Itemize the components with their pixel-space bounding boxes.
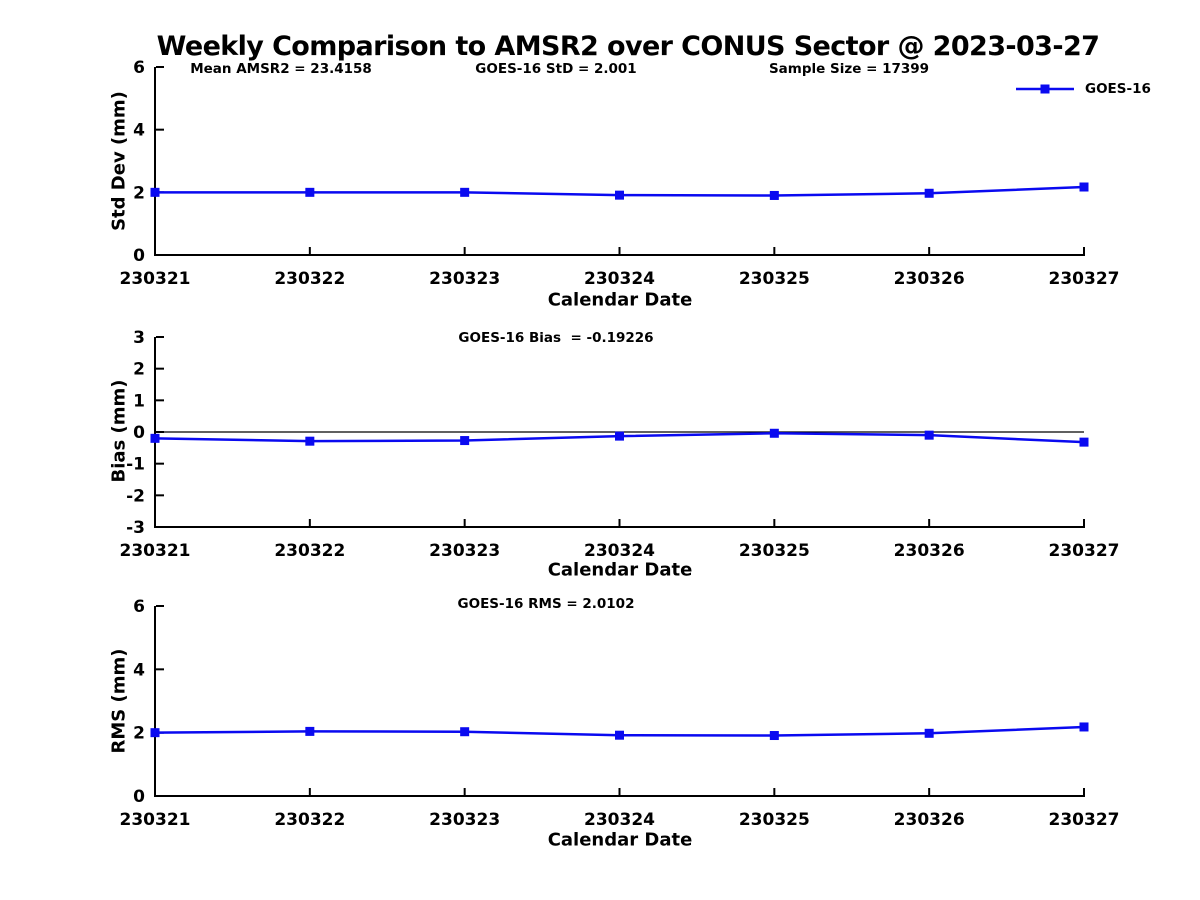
y-axis-label-std-dev: Std Dev (mm) xyxy=(108,91,130,231)
x-tick-label: 230323 xyxy=(429,541,500,561)
x-tick-label: 230321 xyxy=(120,269,191,289)
y-tick-label: -1 xyxy=(126,455,145,475)
data-point-marker xyxy=(1079,182,1089,192)
subplot-std-dev: 0 2 4 6 230321 230322 230323 230324 230325 230326… xyxy=(120,58,1120,289)
legend-label: GOES-16 xyxy=(1085,81,1151,97)
data-point-marker xyxy=(769,731,779,741)
data-point-marker xyxy=(769,428,779,438)
y-tick-label: 6 xyxy=(133,58,145,78)
x-tick-label: 230324 xyxy=(584,810,655,830)
data-point-marker xyxy=(1079,437,1089,447)
x-tick-label: 230326 xyxy=(894,269,965,289)
data-point-marker xyxy=(615,190,624,200)
x-tick-label: 230324 xyxy=(584,269,655,289)
x-tick-label: 230322 xyxy=(274,269,345,289)
x-tick-label: 230327 xyxy=(1049,541,1120,561)
x-tick-label: 230325 xyxy=(739,541,810,561)
y-tick-label: -2 xyxy=(126,486,145,506)
x-tick-label: 230326 xyxy=(894,541,965,561)
y-tick-label: 2 xyxy=(133,724,145,744)
legend-line-marker-icon xyxy=(1016,84,1074,94)
subplot-bias: -3 -2 -1 0 1 2 3 230321 230322 230323 230324 230325… xyxy=(120,328,1120,561)
y-tick-label: 0 xyxy=(133,423,145,443)
data-point-marker xyxy=(615,431,624,441)
data-point-marker xyxy=(460,436,470,446)
stat-goes16-std: GOES-16 StD = 2.001 xyxy=(475,61,637,77)
stat-sample-size: Sample Size = 17399 xyxy=(768,61,930,77)
legend: GOES-16 xyxy=(1016,81,1151,97)
stat-mean-amsr2: Mean AMSR2 = 23.4158 xyxy=(190,61,372,77)
x-axis-label-calendar-date-2: Calendar Date xyxy=(547,559,693,581)
figure-title: Weekly Comparison to AMSR2 over CONUS Se… xyxy=(156,31,1100,62)
data-point-marker xyxy=(305,436,315,446)
y-tick-label: 3 xyxy=(133,328,145,348)
x-tick-label: 230327 xyxy=(1049,269,1120,289)
x-axis-label-calendar-date-3: Calendar Date xyxy=(547,829,693,851)
data-point-marker xyxy=(924,728,934,738)
y-tick-label: 0 xyxy=(133,246,145,266)
data-point-marker xyxy=(924,430,934,440)
y-tick-label: 0 xyxy=(133,787,145,807)
x-tick-label: 230321 xyxy=(120,541,191,561)
y-tick-label: 4 xyxy=(133,121,145,141)
data-point-marker xyxy=(769,190,779,200)
data-point-marker xyxy=(150,187,160,197)
x-tick-label: 230326 xyxy=(894,810,965,830)
data-point-marker xyxy=(1079,722,1089,732)
data-point-marker xyxy=(460,187,470,197)
x-tick-label: 230325 xyxy=(739,810,810,830)
data-point-marker xyxy=(150,433,160,443)
y-tick-label: 1 xyxy=(133,391,145,411)
data-point-marker xyxy=(305,187,315,197)
x-axis-label-calendar-date-1: Calendar Date xyxy=(547,289,693,311)
x-tick-label: 230327 xyxy=(1049,810,1120,830)
data-point-marker xyxy=(615,730,624,740)
y-axis-label-bias: Bias (mm) xyxy=(108,379,130,483)
x-tick-label: 230323 xyxy=(429,810,500,830)
data-point-marker xyxy=(305,726,315,736)
x-tick-label: 230321 xyxy=(120,810,191,830)
y-tick-label: 6 xyxy=(133,597,145,617)
subplot-rms: 0 2 4 6 230321 230322 230323 230324 230325 230326… xyxy=(120,597,1120,830)
y-tick-label: 2 xyxy=(133,360,145,380)
y-axis-label-rms: RMS (mm) xyxy=(108,648,130,754)
x-tick-label: 230324 xyxy=(584,541,655,561)
data-point-marker xyxy=(150,728,160,738)
stat-goes16-bias: GOES-16 Bias = -0.19226 xyxy=(458,330,654,346)
y-tick-label: -3 xyxy=(126,518,145,538)
x-tick-label: 230322 xyxy=(274,810,345,830)
x-tick-label: 230323 xyxy=(429,269,500,289)
data-point-marker xyxy=(460,727,470,737)
y-tick-label: 4 xyxy=(133,660,145,680)
data-point-marker xyxy=(924,188,934,198)
stat-goes16-rms: GOES-16 RMS = 2.0102 xyxy=(457,596,635,612)
y-tick-label: 2 xyxy=(133,183,145,203)
x-tick-label: 230325 xyxy=(739,269,810,289)
x-tick-label: 230322 xyxy=(274,541,345,561)
